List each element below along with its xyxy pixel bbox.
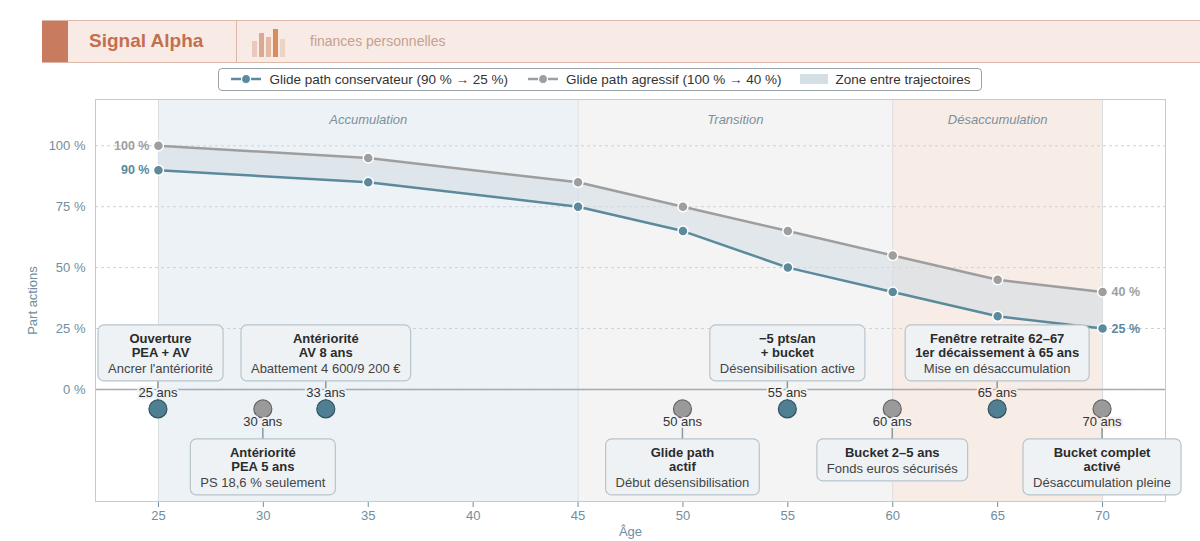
svg-text:Mise en désaccumulation: Mise en désaccumulation: [924, 361, 1071, 376]
svg-text:55 ans: 55 ans: [768, 385, 808, 400]
svg-text:Transition: Transition: [707, 112, 763, 127]
svg-text:50 ans: 50 ans: [663, 414, 703, 429]
svg-text:Bucket complet: Bucket complet: [1054, 445, 1151, 460]
svg-text:60 ans: 60 ans: [873, 414, 913, 429]
svg-text:Désaccumulation pleine: Désaccumulation pleine: [1033, 475, 1171, 490]
svg-text:75 %: 75 %: [56, 199, 86, 214]
svg-text:Abattement 4 600/9 200 €: Abattement 4 600/9 200 €: [251, 361, 401, 376]
html-text:Zone entre trajectoires: Zone entre trajectoires: [835, 71, 971, 87]
svg-text:30: 30: [256, 508, 270, 523]
svg-text:Ouverture: Ouverture: [129, 331, 191, 346]
svg-text:PEA 5 ans: PEA 5 ans: [231, 459, 294, 474]
svg-text:25 ans: 25 ans: [138, 385, 178, 400]
svg-text:25: 25: [151, 508, 165, 523]
svg-text:Antériorité: Antériorité: [293, 331, 359, 346]
svg-text:25 %: 25 %: [56, 321, 86, 336]
html-text:Glide path agressif (100 % → 4: Glide path agressif (100 % → 40 %): [566, 71, 782, 87]
svg-text:PS 18,6 % seulement: PS 18,6 % seulement: [200, 475, 325, 490]
svg-text:40: 40: [466, 508, 480, 523]
svg-text:actif: actif: [669, 459, 696, 474]
svg-text:Fenêtre retraite 62–67: Fenêtre retraite 62–67: [930, 331, 1064, 346]
svg-text:100 %: 100 %: [114, 139, 149, 153]
svg-text:Début désensibilisation: Début désensibilisation: [616, 475, 750, 490]
svg-text:PEA + AV: PEA + AV: [132, 345, 190, 360]
html-text:Signal Alpha: Signal Alpha: [89, 30, 204, 51]
html-text:Glide path conservateur (90 %: Glide path conservateur (90 % → 25 %): [269, 71, 509, 87]
svg-text:0 %: 0 %: [63, 382, 86, 397]
svg-text:100 %: 100 %: [49, 138, 86, 153]
svg-text:Désaccumulation: Désaccumulation: [948, 112, 1048, 127]
svg-text:Part actions: Part actions: [25, 266, 40, 335]
svg-text:90 %: 90 %: [121, 163, 150, 177]
svg-text:Antériorité: Antériorité: [230, 445, 296, 460]
svg-text:40 %: 40 %: [1112, 285, 1141, 299]
svg-text:Ancrer l'antériorité: Ancrer l'antériorité: [108, 361, 213, 376]
svg-text:70 ans: 70 ans: [1083, 414, 1123, 429]
svg-text:30 ans: 30 ans: [243, 414, 283, 429]
svg-text:25 %: 25 %: [1112, 322, 1141, 336]
svg-text:70: 70: [1095, 508, 1109, 523]
svg-text:1er décaissement à 65 ans: 1er décaissement à 65 ans: [915, 345, 1079, 360]
svg-text:65: 65: [990, 508, 1004, 523]
svg-text:Fonds euros sécurisés: Fonds euros sécurisés: [827, 461, 958, 476]
svg-text:AV 8 ans: AV 8 ans: [299, 345, 353, 360]
svg-text:35: 35: [361, 508, 375, 523]
svg-text:+ bucket: + bucket: [761, 345, 815, 360]
svg-text:−5 pts/an: −5 pts/an: [759, 331, 816, 346]
svg-text:Désensibilisation active: Désensibilisation active: [720, 361, 855, 376]
html-text:finances personnelles: finances personnelles: [310, 33, 446, 49]
svg-text:50 %: 50 %: [56, 260, 86, 275]
svg-text:50: 50: [676, 508, 690, 523]
svg-text:45: 45: [571, 508, 585, 523]
svg-text:Âge: Âge: [619, 524, 642, 539]
svg-text:65 ans: 65 ans: [978, 385, 1018, 400]
svg-text:Glide path: Glide path: [651, 445, 715, 460]
svg-text:60: 60: [886, 508, 900, 523]
svg-text:Accumulation: Accumulation: [328, 112, 407, 127]
svg-text:33 ans: 33 ans: [306, 385, 346, 400]
svg-text:55: 55: [781, 508, 795, 523]
svg-text:Bucket 2–5 ans: Bucket 2–5 ans: [845, 445, 940, 460]
svg-text:activé: activé: [1084, 459, 1121, 474]
